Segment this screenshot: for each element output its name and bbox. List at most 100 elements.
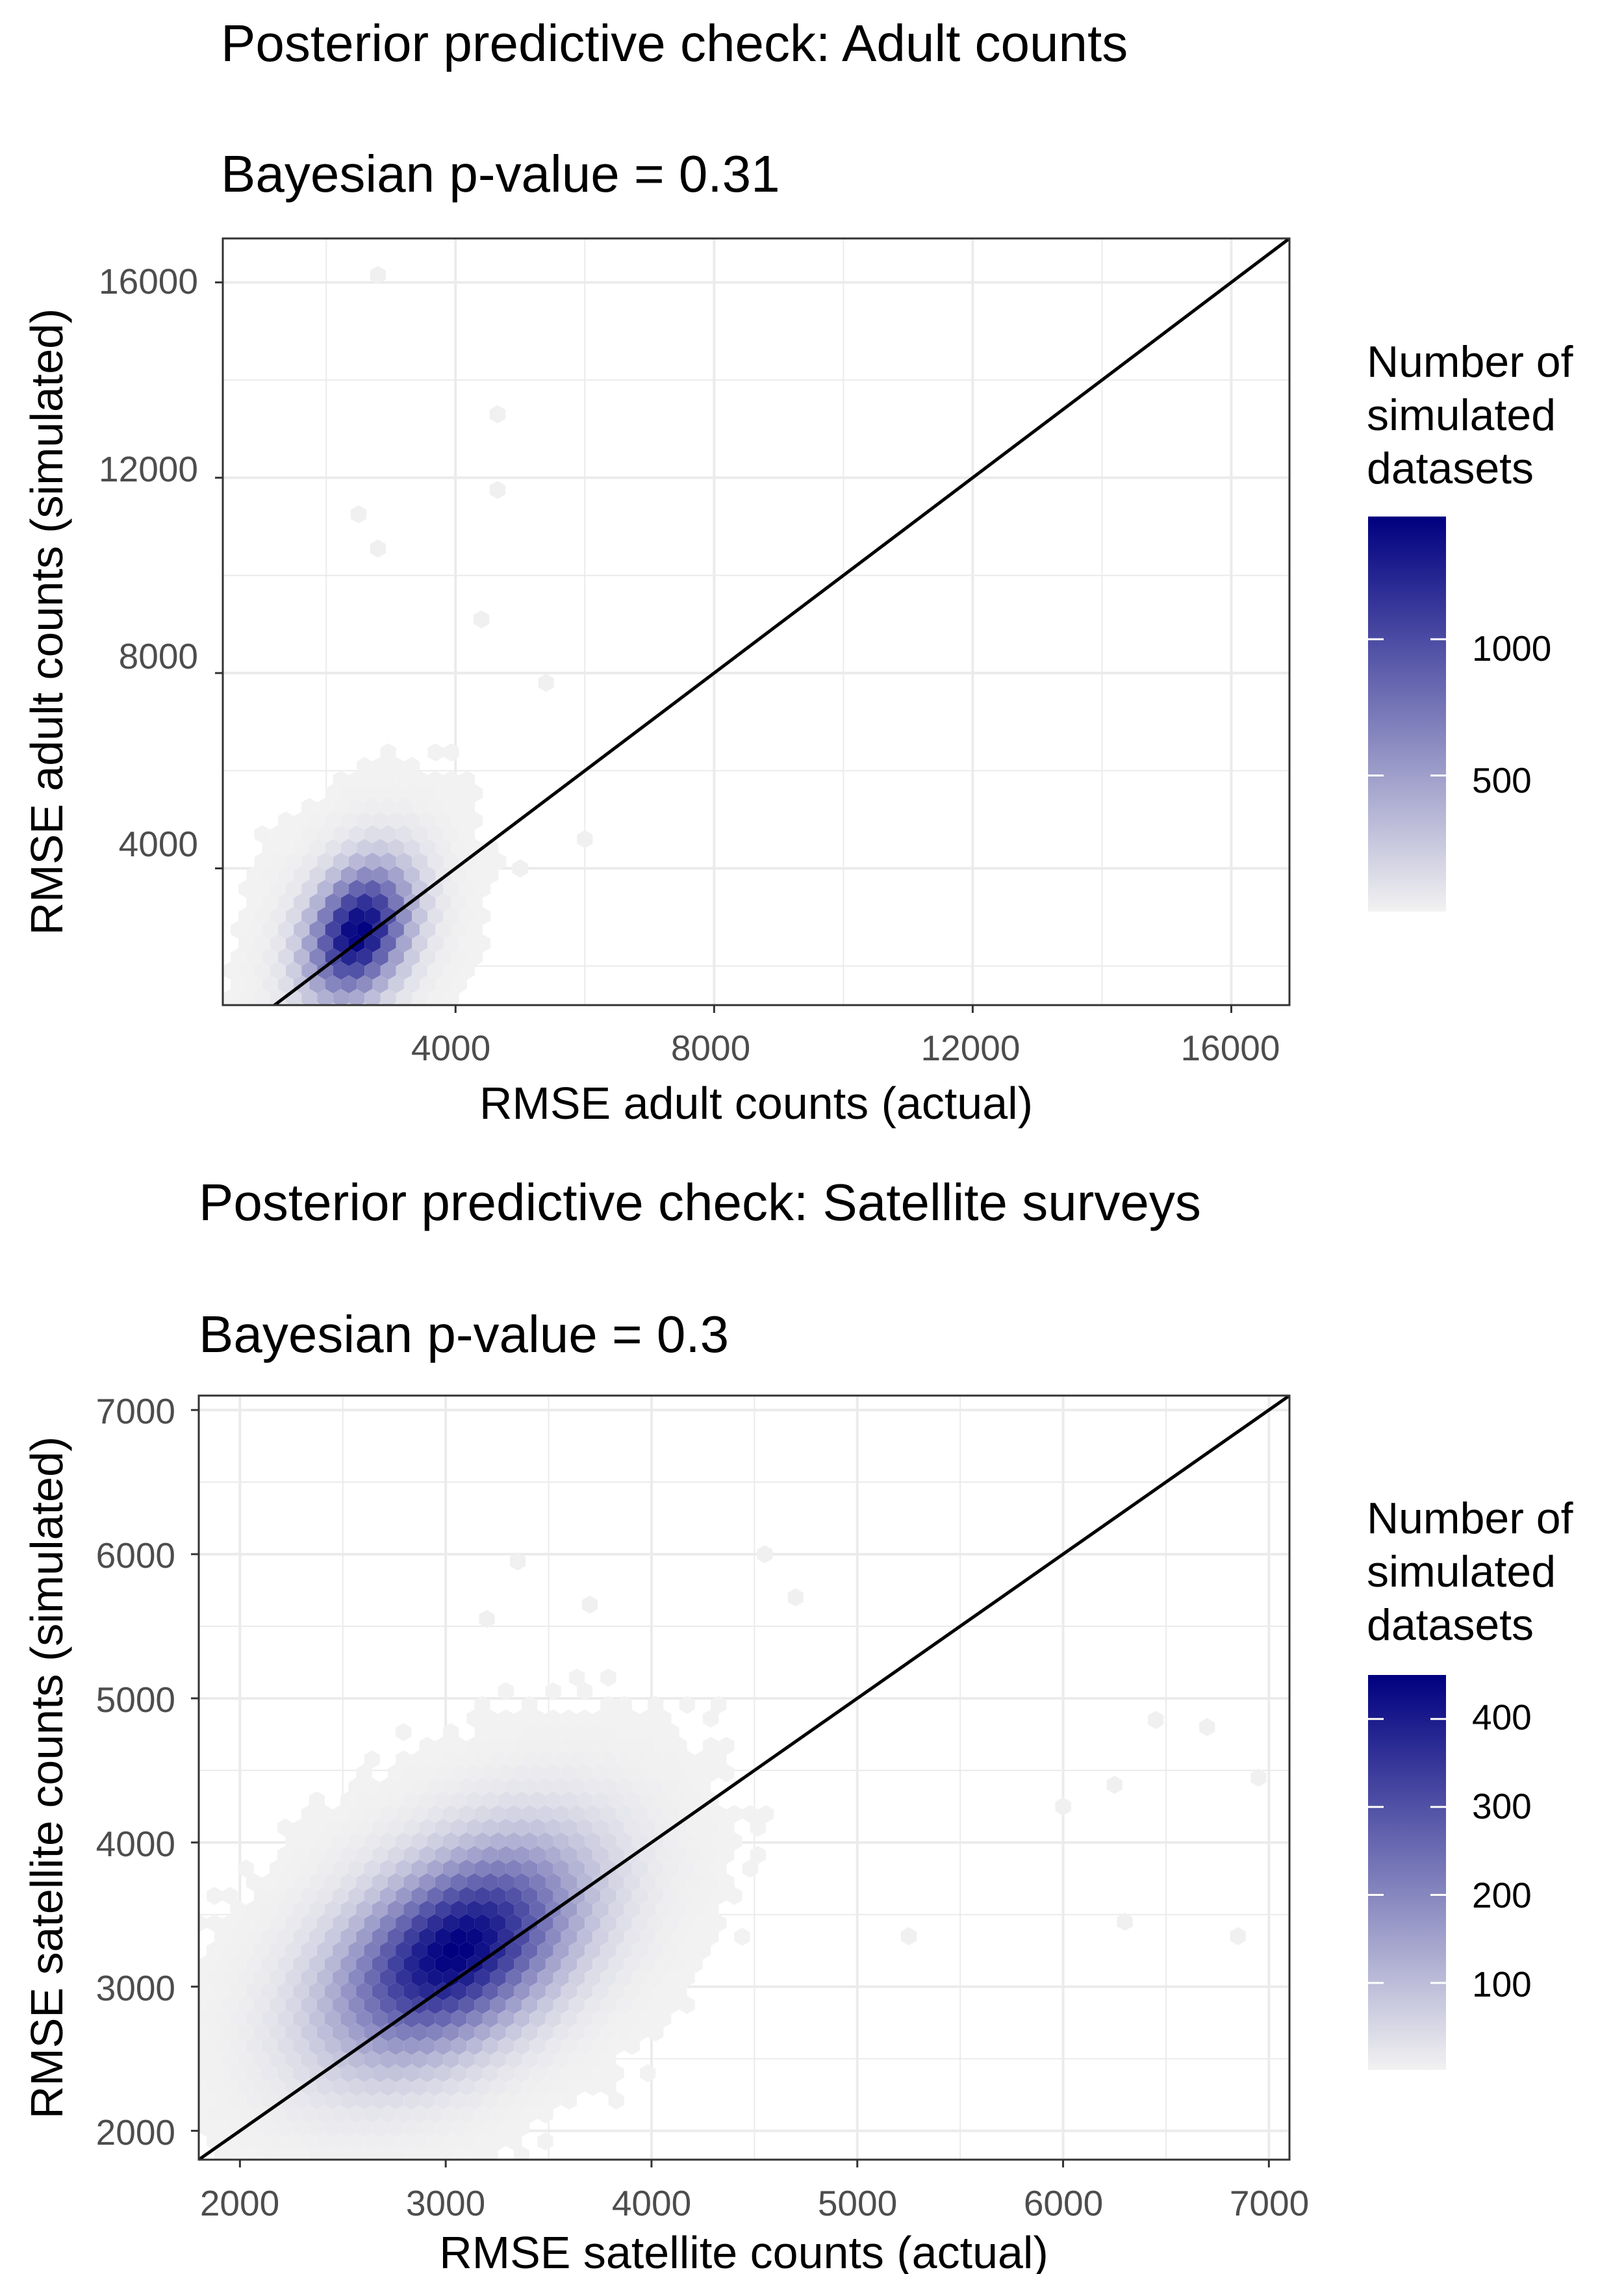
hexbin-cell [372,2037,388,2055]
hexbin-cell [529,1982,546,2000]
hexbin-cell [364,880,381,898]
hexbin-cell [585,1887,601,1905]
hexbin-cell [687,1764,703,1782]
hexbin-cell [349,907,365,925]
hexbin-cell [631,1941,648,1960]
hexbin-cell [435,1819,451,1837]
hexbin-cell [364,1941,380,1960]
hexbin-cell [420,893,436,912]
hexbin-cell [522,1969,538,1987]
hexbin-cell [522,1750,538,1769]
hexbin-cell [301,2023,317,2041]
hexbin-cell [388,1900,404,1919]
hexbin-cell [301,2132,317,2151]
hexbin-cell [427,1750,443,1769]
hexbin-cell [356,1846,372,1864]
hexbin-cell [522,1859,538,1878]
hexbin-cell [214,2119,231,2137]
hexbin-cell [451,893,467,912]
hexbin-cell [561,1928,577,1946]
hexbin-cell [388,784,404,802]
hexbin-cell [655,1928,672,1946]
hexbin-cell [529,1737,546,1755]
hexbin-cell [262,1873,278,1891]
hexbin-cell [222,1996,238,2014]
hexbin-cell [624,1764,640,1782]
hexbin-cell [207,2050,223,2069]
hexbin-cell [222,1941,238,1960]
hexbin-cell [577,1682,593,1700]
hexbin-cell [561,1819,577,1837]
hexbin-cell [238,880,255,898]
hexbin-cell [379,2105,396,2123]
hexbin-cell [553,1859,569,1878]
hexbin-cell [631,1969,648,1987]
hexbin-cell [711,1750,727,1769]
hexbin-cell [253,2050,270,2069]
hexbin-cell [356,2064,372,2082]
hexbin-cell [199,2037,215,2055]
hexbin-cell [372,2064,388,2082]
hexbin-cell [482,2010,498,2028]
hexbin-cell [1230,1927,1246,1946]
hexbin-cell [222,2132,238,2151]
hexbin-cell [585,1914,601,1932]
hexbin-cell [459,1805,475,1823]
hexbin-cell [285,2132,301,2151]
hexbin-cell [379,2078,396,2096]
hexbin-cell [585,1941,601,1960]
hexbin-cell [482,2091,498,2110]
hexbin-cell [372,866,388,884]
hexbin-cell [711,1696,727,1714]
hexbin-cell [254,907,270,925]
hexbin-cell [411,1887,427,1905]
hexbin-cell [726,1832,742,1850]
hexbin-cell [370,539,386,558]
hexbin-cell [277,811,294,830]
hexbin-cell [490,2050,506,2069]
hexbin-layer [199,1545,1267,2160]
hexbin-cell [655,1955,672,1973]
hexbin-cell [505,1723,522,1741]
hexbin-cell [561,2037,577,2055]
hexbin-cell [348,2132,364,2151]
hexbin-cell [592,1791,609,1809]
hexbin-cell [585,1723,601,1741]
hexbin-cell [522,1996,538,2014]
hexbin-cell [419,2146,435,2160]
hexbin-cell [388,1791,404,1809]
hexbin-cell [498,1873,514,1891]
hexbin-cell [411,1859,427,1878]
hexbin-cell [420,811,436,830]
hexbin-cell [474,1969,490,1987]
hexbin-cell [514,2146,530,2160]
hexbin-cell [640,1819,656,1837]
hexbin-cell [403,839,420,857]
hexbin-cell [403,975,420,993]
chart-title: Posterior predictive check: Adult counts [221,14,1128,72]
hexbin-cell [553,1969,569,1987]
hexbin-cell [443,934,459,952]
hexbin-cell [357,811,373,830]
hexbin-cell [427,907,444,925]
hexbin-cell [718,1764,735,1782]
hexbin-cell [687,1846,703,1864]
hexbin-cell [285,1887,301,1905]
hexbin-cell [309,893,325,912]
hexbin-cell [246,2064,262,2082]
hexbin-cell [411,1750,427,1769]
hexbin-cell [616,1750,632,1769]
hexbin-cell [435,948,451,966]
hexbin-cell [648,1914,664,1932]
hexbin-cell [379,1859,396,1878]
hexbin-cell [459,2078,475,2096]
hexbin-cell [679,1941,695,1960]
hexbin-cell [246,948,262,966]
hexbin-cell [577,1928,593,1946]
hexbin-cell [581,1595,598,1614]
hexbin-cell [687,1791,703,1809]
hexbin-cell [616,1941,632,1960]
hexbin-cell [694,1778,711,1796]
hexbin-cell [505,2078,522,2096]
hexbin-cell [396,1750,412,1769]
